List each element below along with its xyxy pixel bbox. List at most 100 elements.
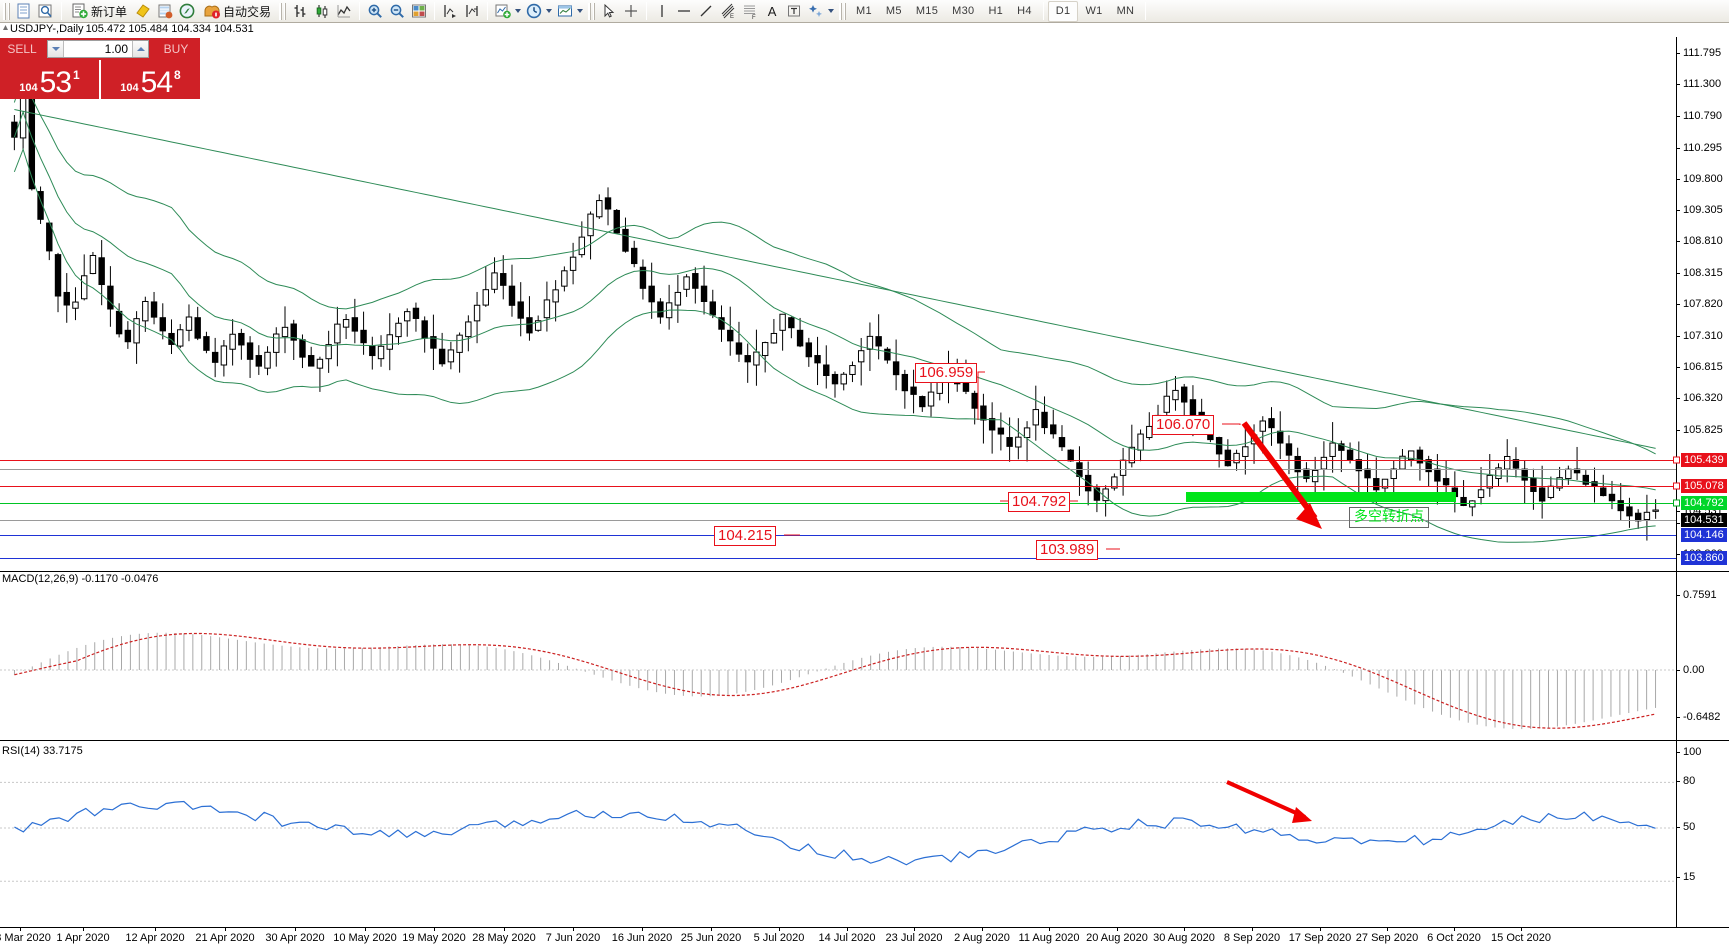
indicators-icon[interactable] (408, 1, 430, 22)
timeframe-h4[interactable]: H4 (1017, 5, 1032, 17)
level-line-104-146[interactable] (0, 535, 1676, 536)
annot-103-989[interactable]: 103.989 (1036, 540, 1099, 560)
toolbar-grip-2[interactable] (279, 2, 287, 20)
periods-clock-icon[interactable] (523, 1, 554, 22)
cursor-icon[interactable] (598, 1, 620, 22)
chevron-down-icon[interactable] (515, 9, 522, 13)
support-zone-highlight[interactable] (1186, 492, 1456, 502)
svg-text:F: F (752, 15, 756, 20)
sub-pane-tick-label: 80 (1683, 775, 1696, 787)
level-handle[interactable] (1673, 482, 1680, 490)
level-line-104-531 (0, 520, 1676, 521)
toolbar-separator-6 (1145, 2, 1147, 20)
bar-chart-icon[interactable] (289, 1, 311, 22)
timeframe-m30[interactable]: M30 (952, 5, 975, 17)
price-pane[interactable] (0, 37, 1729, 570)
price-badge-104-146[interactable]: 104.146 (1681, 528, 1727, 542)
volume-increase-button[interactable] (132, 41, 148, 57)
text-label-icon[interactable] (783, 1, 805, 22)
price-scale[interactable]: 111.795 111.300 110.790 110.295 109.800 109.3… (1673, 37, 1729, 948)
chevron-down-icon-4[interactable] (828, 9, 835, 13)
add-indicator-icon[interactable] (492, 1, 523, 22)
svg-text:E: E (730, 14, 734, 20)
price-tick (1676, 53, 1680, 55)
timeframe-mn[interactable]: MN (1116, 5, 1135, 17)
annot-104-215[interactable]: 104.215 (714, 526, 777, 546)
navigator-icon[interactable] (176, 1, 198, 22)
rsi-pane[interactable] (0, 742, 1729, 927)
line-chart-icon[interactable] (333, 1, 355, 22)
timeframe-group: M1 M5 M15 M30 H1 H4 D1 W1 MN (849, 0, 1141, 22)
candlestick-chart-icon[interactable] (311, 1, 333, 22)
rsi-label: RSI(14) 33.7175 (2, 745, 83, 757)
text-tool-icon[interactable]: A (761, 1, 783, 22)
level-line-104-792[interactable] (0, 503, 1676, 504)
templates-icon[interactable] (554, 1, 585, 22)
buy-price-prefix: 104 (120, 82, 139, 94)
level-handle[interactable] (1673, 499, 1680, 507)
level-line-103-860[interactable] (0, 558, 1676, 559)
macd-pane[interactable] (0, 572, 1729, 740)
annot-106-070[interactable]: 106.070 (1152, 415, 1215, 435)
price-badge-104-531[interactable]: 104.531 (1681, 513, 1727, 527)
timeframe-d1[interactable]: D1 (1047, 0, 1079, 22)
price-badge-105-078[interactable]: 105.078 (1681, 479, 1727, 493)
timeframe-m5[interactable]: M5 (885, 5, 902, 17)
buy-button[interactable]: 104 54 8 (99, 60, 200, 99)
annot-104-792[interactable]: 104.792 (1008, 492, 1071, 512)
expert-advisor-icon[interactable] (132, 1, 154, 22)
market-watch-icon[interactable] (154, 1, 176, 22)
auto-trading-button[interactable]: 自动交易 (198, 1, 276, 22)
price-badge-104-792[interactable]: 104.792 (1681, 496, 1727, 510)
sell-price-prefix: 104 (19, 82, 38, 94)
horizontal-line-icon[interactable] (673, 1, 695, 22)
date-tick (225, 928, 226, 931)
volume-value[interactable]: 1.00 (104, 42, 128, 56)
volume-stepper[interactable]: 1.00 (47, 40, 149, 58)
date-tick-label: 28 May 2020 (472, 932, 536, 944)
chart-shift-icon[interactable] (439, 1, 461, 22)
annot-turning-point[interactable]: 多空转折点 (1349, 507, 1429, 528)
equidistant-channel-icon[interactable]: E (717, 1, 739, 22)
toolbar-grip[interactable] (3, 2, 10, 20)
timeframe-w1[interactable]: W1 (1085, 5, 1103, 17)
timeframe-m1[interactable]: M1 (856, 5, 872, 17)
chevron-down-icon-volume (51, 47, 60, 51)
sell-price-main: 53 (39, 66, 72, 99)
auto-scroll-icon[interactable] (461, 1, 483, 22)
annot-106-959[interactable]: 106.959 (915, 363, 978, 383)
level-handle[interactable] (1673, 456, 1680, 464)
terminal-icon[interactable] (13, 1, 35, 22)
sub-pane-tick-label: -0.6482 (1683, 711, 1721, 723)
vertical-line-icon[interactable] (651, 1, 673, 22)
one-click-trading-panel[interactable]: SELL 1.00 BUY 104 53 1 104 54 8 (0, 38, 200, 99)
zoom-in-icon[interactable] (364, 1, 386, 22)
shapes-icon[interactable] (805, 1, 836, 22)
trendline-icon[interactable] (695, 1, 717, 22)
chevron-down-icon-3[interactable] (577, 9, 584, 13)
level-line-105-078[interactable] (0, 486, 1676, 487)
new-order-button[interactable]: 新订单 (66, 1, 132, 22)
price-badge-105-439[interactable]: 105.439 (1681, 453, 1727, 467)
price-tick (1676, 335, 1680, 337)
toolbar-grip-4[interactable] (839, 2, 847, 20)
level-line-105-439[interactable] (0, 460, 1676, 461)
fibonacci-icon[interactable]: F (739, 1, 761, 22)
crosshair-icon[interactable] (620, 1, 642, 22)
sell-button[interactable]: 104 53 1 (0, 60, 99, 99)
trade-panel-top-row: SELL 1.00 BUY (0, 38, 200, 60)
timeframe-h1[interactable]: H1 (988, 5, 1004, 17)
timeframe-m15[interactable]: M15 (915, 5, 939, 17)
envelope-lower-band (13, 147, 1656, 543)
chevron-down-icon-2[interactable] (546, 9, 553, 13)
price-tick (1676, 272, 1680, 274)
zoom-out-icon[interactable] (386, 1, 408, 22)
toolbar-grip-3[interactable] (588, 2, 596, 20)
chart-area[interactable]: 106.959 106.070 104.792 104.215 103.989 多空转折点… (0, 37, 1729, 948)
date-scale[interactable]: 23 Mar 2020 1 Apr 2020 12 Apr 2020 21 Apr 2… (0, 927, 1729, 948)
date-tick-label: 30 Aug 2020 (1153, 932, 1215, 944)
price-badge-103-860[interactable]: 103.860 (1681, 551, 1727, 565)
data-window-icon[interactable] (35, 1, 57, 22)
date-tick (847, 928, 848, 931)
volume-decrease-button[interactable] (48, 41, 64, 57)
